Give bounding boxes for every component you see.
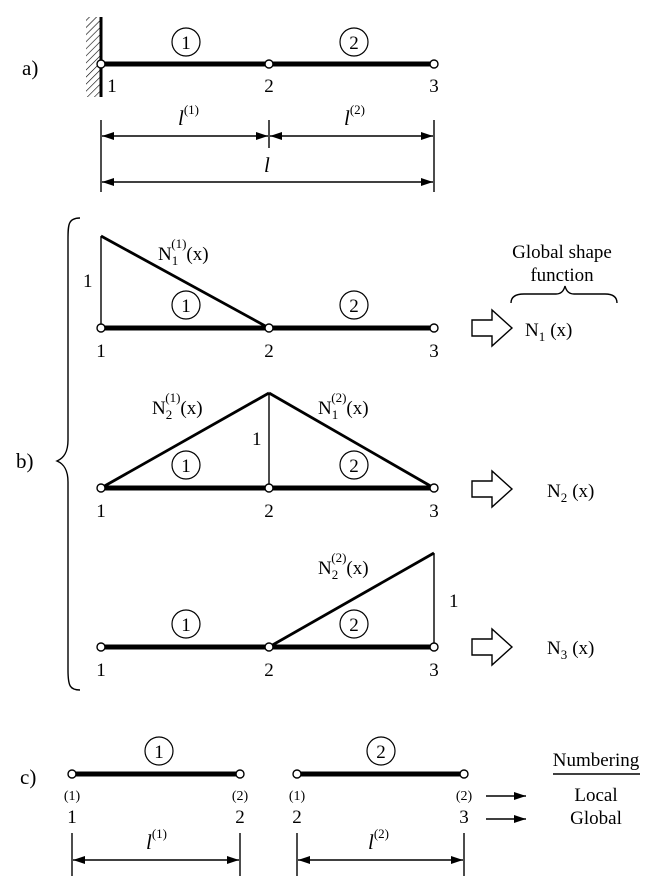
element-c1-circle	[144, 736, 174, 766]
row-2: 1 1 2 1 2 3 N2(1)(x) N1(2)(x) N2 (x)	[96, 390, 594, 522]
node-b3-2	[264, 642, 274, 652]
element-a-1-label: 1	[181, 33, 191, 54]
element-b3-2-circle	[339, 609, 369, 639]
local-node-c2-left: (1)	[289, 789, 306, 804]
row-1: 1 1 2 1 2 3 N1(1)(x) Global shape functi…	[83, 234, 618, 362]
node-c2-left	[292, 769, 302, 779]
element-b2-1-label: 1	[181, 456, 191, 477]
length-c-2: l(2)	[368, 826, 389, 854]
length-c-1: l(1)	[146, 826, 167, 854]
node-c1-right	[235, 769, 245, 779]
numbering-title: Numbering	[553, 750, 640, 771]
global-node-c-3: 3	[459, 807, 469, 828]
shape-N2-2-label: N2(2)(x)	[318, 550, 369, 582]
global-node-c-2b: 2	[292, 807, 302, 828]
node-c2-right	[459, 769, 469, 779]
global-node-c-2a: 2	[235, 807, 245, 828]
part-b-label: b)	[16, 449, 34, 473]
row-3: 1 1 2 1 2 3 N2(2)(x) N3 (x)	[96, 550, 594, 681]
local-node-c1-right: (2)	[232, 789, 249, 804]
shape-N2-1-line	[100, 391, 270, 490]
part-a: a) 1 2 1 2 3 l(1) l(2) l	[22, 17, 439, 192]
global-N3-label: N3 (x)	[547, 638, 594, 662]
node-b1-1-label: 1	[96, 341, 106, 362]
part-c-label: c)	[20, 765, 36, 789]
node-b3-1	[96, 642, 106, 652]
shape-N1-1-label: N1(1)(x)	[158, 236, 209, 268]
local-node-c1-left: (1)	[64, 789, 81, 804]
node-a-1	[96, 59, 106, 69]
part-b-brace	[55, 217, 81, 691]
node-a-1-label: 1	[107, 76, 117, 97]
node-b2-1-label: 1	[96, 501, 106, 522]
element-b2-2-label: 2	[349, 456, 359, 477]
row2-unit-label: 1	[252, 429, 262, 450]
global-caption-line2: function	[530, 265, 594, 286]
global-node-c-1: 1	[67, 807, 77, 828]
node-a-2-label: 2	[264, 76, 274, 97]
arrow-b1	[471, 308, 514, 348]
element-b1-1-circle	[171, 290, 201, 320]
local-label: Local	[574, 785, 617, 806]
element-c2-circle	[366, 736, 396, 766]
local-node-c2-right: (2)	[456, 789, 473, 804]
node-b1-3	[429, 323, 439, 333]
element-b3-1-label: 1	[181, 615, 191, 636]
element-b3-2-label: 2	[349, 615, 359, 636]
shape-N1-2-label: N1(2)(x)	[318, 390, 369, 422]
node-b2-2	[264, 483, 274, 493]
node-b1-3-label: 3	[429, 341, 439, 362]
shape-N1-2-line	[268, 391, 435, 490]
node-b2-2-label: 2	[264, 501, 274, 522]
node-a-3	[429, 59, 439, 69]
length-a-2: l(2)	[344, 102, 365, 130]
node-b1-2-label: 2	[264, 341, 274, 362]
row1-unit-label: 1	[83, 271, 93, 292]
shape-N2-2-line	[268, 551, 435, 649]
arrow-b3	[471, 627, 514, 667]
node-b1-1	[96, 323, 106, 333]
node-c1-left	[67, 769, 77, 779]
part-b: b) 1 1 2 1 2 3 N1(1)(x) Global shape fun…	[16, 217, 618, 691]
element-a-2-label: 2	[349, 33, 359, 54]
node-b2-1	[96, 483, 106, 493]
element-b3-1-circle	[171, 609, 201, 639]
length-a-total: l	[264, 153, 270, 177]
element-b1-2-label: 2	[349, 296, 359, 317]
node-b3-3-label: 3	[429, 660, 439, 681]
node-b2-3	[429, 483, 439, 493]
node-b3-3	[429, 642, 439, 652]
node-a-2	[264, 59, 274, 69]
node-b3-1-label: 1	[96, 660, 106, 681]
element-b1-2-circle	[339, 290, 369, 320]
fixed-support-hatch	[86, 17, 100, 97]
shape-N2-1-label: N2(1)(x)	[152, 390, 203, 422]
global-label: Global	[570, 808, 622, 829]
element-c2-label: 2	[376, 742, 386, 763]
node-a-3-label: 3	[429, 76, 439, 97]
node-b1-2	[264, 323, 274, 333]
part-a-label: a)	[22, 56, 38, 80]
global-caption-line1: Global shape	[512, 242, 612, 263]
shape-N1-1-line	[100, 234, 270, 330]
element-c1-label: 1	[154, 742, 164, 763]
global-N1-label: N1 (x)	[525, 320, 572, 344]
node-b3-2-label: 2	[264, 660, 274, 681]
element-a-2-circle	[339, 27, 369, 57]
row3-unit-label: 1	[449, 591, 459, 612]
node-b2-3-label: 3	[429, 501, 439, 522]
global-N2-label: N2 (x)	[547, 481, 594, 505]
element-a-1-circle	[171, 27, 201, 57]
length-a-1: l(1)	[178, 102, 199, 130]
element-b2-1-circle	[171, 450, 201, 480]
element-b2-2-circle	[339, 450, 369, 480]
element-b1-1-label: 1	[181, 296, 191, 317]
global-caption-brace	[510, 285, 618, 304]
part-c: c) 1 (1) (2) 1 2 2 (1) (2) 2 3 Numbering…	[20, 736, 640, 876]
arrow-b2	[471, 469, 514, 509]
